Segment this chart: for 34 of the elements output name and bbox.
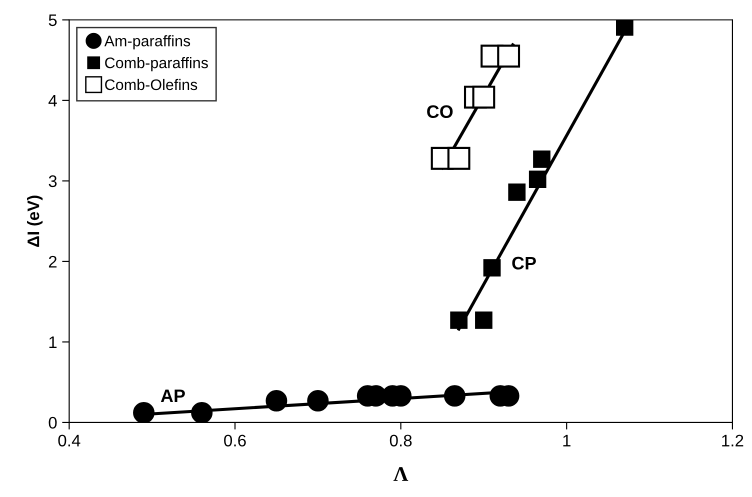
y-tick-label: 0 [48,416,57,429]
point [508,183,526,201]
y-tick-label: 4 [48,94,57,106]
y-tick-label: 2 [48,256,57,268]
x-tick-label: 0.4 [58,434,80,446]
legend-label: Am-paraffins [104,35,190,50]
point [444,385,466,407]
series-label: AP [160,390,185,402]
point [133,402,155,422]
series-label: CO [427,105,453,118]
y-axis-title: ΔI (eV) [27,196,43,247]
legend-label: Comb-paraffins [105,57,208,72]
y-tick-label: 3 [48,175,57,188]
x-tick-label: 0.8 [390,434,412,446]
y-tick-label: 1 [49,336,57,348]
series-label: CP [512,256,536,270]
point [616,20,634,36]
point [472,86,496,109]
point [266,390,288,412]
point [447,146,470,170]
x-tick-label: 1.2 [722,434,744,446]
point [475,312,492,329]
point [450,312,468,329]
x-axis-title: Λ [393,467,408,481]
point [191,402,213,422]
legend-label: Comb-Olefins [105,78,198,90]
x-tick-label: 1 [563,434,570,446]
y-tick-label: 5 [48,14,57,26]
point [533,150,550,168]
point [497,44,520,68]
x-tick-label: 0.6 [224,434,246,446]
point [307,390,329,412]
point [528,170,546,188]
point [483,259,501,277]
